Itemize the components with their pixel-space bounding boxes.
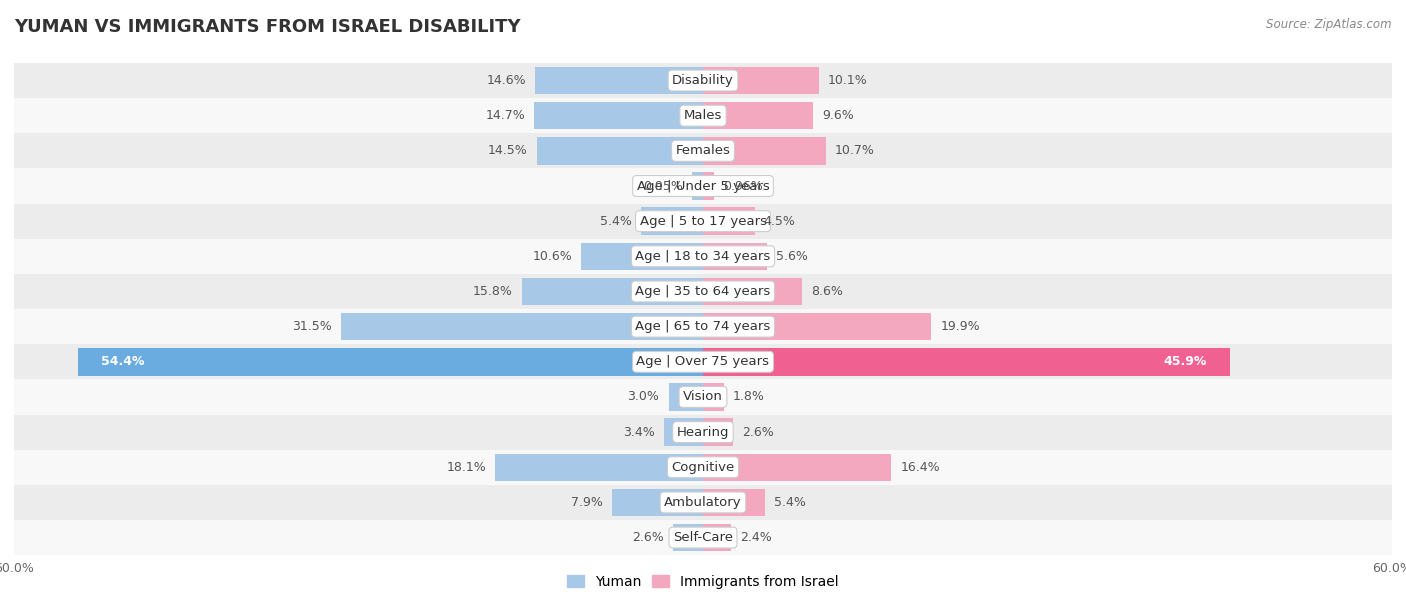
Text: 45.9%: 45.9%: [1164, 356, 1208, 368]
Text: 1.8%: 1.8%: [733, 390, 765, 403]
Text: 14.6%: 14.6%: [486, 74, 526, 87]
Bar: [612, 489, 703, 516]
Text: 2.6%: 2.6%: [633, 531, 664, 544]
Text: Self-Care: Self-Care: [673, 531, 733, 544]
Text: 54.4%: 54.4%: [101, 356, 145, 368]
Text: 4.5%: 4.5%: [763, 215, 796, 228]
Bar: [703, 278, 801, 305]
Text: Age | 5 to 17 years: Age | 5 to 17 years: [640, 215, 766, 228]
Text: 0.96%: 0.96%: [723, 179, 763, 193]
Bar: [14, 239, 1392, 274]
Text: 16.4%: 16.4%: [900, 461, 941, 474]
Text: 5.6%: 5.6%: [776, 250, 808, 263]
Text: 5.4%: 5.4%: [600, 215, 631, 228]
Bar: [692, 173, 703, 200]
Text: Age | Under 5 years: Age | Under 5 years: [637, 179, 769, 193]
Bar: [703, 173, 714, 200]
Legend: Yuman, Immigrants from Israel: Yuman, Immigrants from Israel: [561, 570, 845, 595]
Text: 3.0%: 3.0%: [627, 390, 659, 403]
Bar: [673, 524, 703, 551]
Text: 10.7%: 10.7%: [835, 144, 875, 157]
Bar: [79, 348, 703, 376]
Bar: [14, 450, 1392, 485]
Text: 0.95%: 0.95%: [643, 179, 683, 193]
Bar: [703, 383, 724, 411]
Bar: [14, 344, 1392, 379]
Bar: [703, 348, 1230, 376]
Bar: [14, 309, 1392, 344]
Bar: [14, 414, 1392, 450]
Text: 19.9%: 19.9%: [941, 320, 980, 333]
Bar: [14, 485, 1392, 520]
Text: 5.4%: 5.4%: [775, 496, 806, 509]
Text: Males: Males: [683, 109, 723, 122]
Text: Age | 18 to 34 years: Age | 18 to 34 years: [636, 250, 770, 263]
Text: Ambulatory: Ambulatory: [664, 496, 742, 509]
Bar: [669, 383, 703, 411]
Text: Source: ZipAtlas.com: Source: ZipAtlas.com: [1267, 18, 1392, 31]
Bar: [703, 313, 932, 340]
Bar: [495, 453, 703, 481]
Text: Females: Females: [675, 144, 731, 157]
Text: Cognitive: Cognitive: [672, 461, 734, 474]
Text: 10.6%: 10.6%: [533, 250, 572, 263]
Bar: [703, 453, 891, 481]
Text: Age | 35 to 64 years: Age | 35 to 64 years: [636, 285, 770, 298]
Bar: [14, 168, 1392, 204]
Bar: [703, 489, 765, 516]
Bar: [537, 137, 703, 165]
Bar: [641, 207, 703, 235]
Text: 2.6%: 2.6%: [742, 425, 773, 439]
Text: 7.9%: 7.9%: [571, 496, 603, 509]
Text: 18.1%: 18.1%: [446, 461, 486, 474]
Text: 14.7%: 14.7%: [485, 109, 524, 122]
Bar: [14, 133, 1392, 168]
Bar: [703, 102, 813, 129]
Text: Hearing: Hearing: [676, 425, 730, 439]
Text: 31.5%: 31.5%: [292, 320, 332, 333]
Bar: [342, 313, 703, 340]
Bar: [14, 520, 1392, 555]
Bar: [703, 137, 825, 165]
Text: 14.5%: 14.5%: [488, 144, 527, 157]
Bar: [703, 419, 733, 446]
Text: 15.8%: 15.8%: [472, 285, 512, 298]
Bar: [14, 274, 1392, 309]
Bar: [703, 524, 731, 551]
Bar: [522, 278, 703, 305]
Bar: [664, 419, 703, 446]
Text: Age | Over 75 years: Age | Over 75 years: [637, 356, 769, 368]
Bar: [703, 207, 755, 235]
Text: 10.1%: 10.1%: [828, 74, 868, 87]
Text: 3.4%: 3.4%: [623, 425, 655, 439]
Bar: [14, 379, 1392, 414]
Text: 8.6%: 8.6%: [811, 285, 842, 298]
Bar: [14, 98, 1392, 133]
Bar: [581, 242, 703, 270]
Text: Vision: Vision: [683, 390, 723, 403]
Text: Age | 65 to 74 years: Age | 65 to 74 years: [636, 320, 770, 333]
Text: YUMAN VS IMMIGRANTS FROM ISRAEL DISABILITY: YUMAN VS IMMIGRANTS FROM ISRAEL DISABILI…: [14, 18, 520, 36]
Bar: [534, 102, 703, 129]
Bar: [14, 63, 1392, 98]
Bar: [703, 242, 768, 270]
Text: 9.6%: 9.6%: [823, 109, 855, 122]
Bar: [14, 204, 1392, 239]
Bar: [703, 67, 818, 94]
Text: 2.4%: 2.4%: [740, 531, 772, 544]
Bar: [536, 67, 703, 94]
Text: Disability: Disability: [672, 74, 734, 87]
